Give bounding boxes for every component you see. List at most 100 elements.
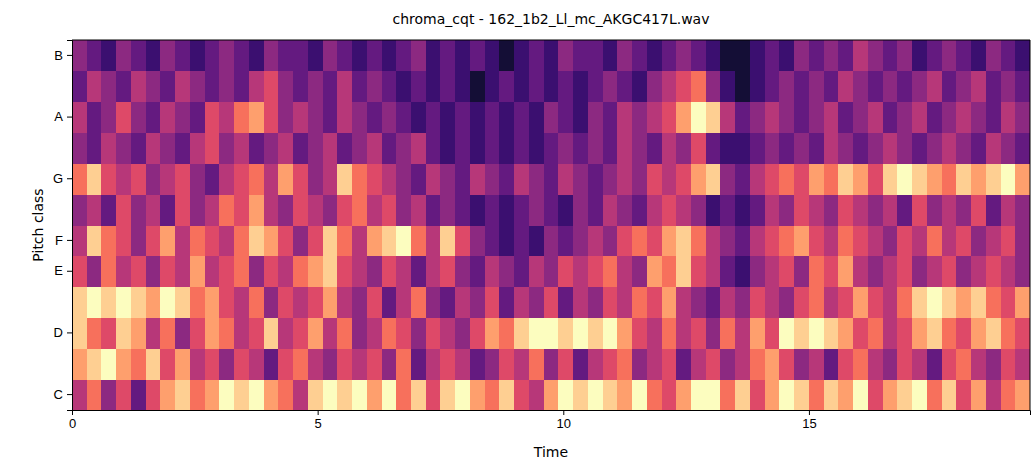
cell — [691, 40, 706, 71]
cell — [603, 71, 618, 102]
cell — [293, 318, 308, 349]
cell — [986, 348, 1001, 379]
cell — [72, 194, 87, 225]
cell — [1001, 287, 1016, 318]
cell — [87, 287, 102, 318]
cell — [853, 379, 868, 410]
cell — [883, 71, 898, 102]
cell — [676, 71, 691, 102]
cell — [868, 256, 883, 287]
cell — [293, 256, 308, 287]
cell — [632, 225, 647, 256]
cell — [647, 194, 662, 225]
y-axis-line — [67, 41, 73, 411]
cell — [514, 163, 529, 194]
cell — [175, 71, 190, 102]
cell — [676, 318, 691, 349]
cell — [323, 163, 338, 194]
cell — [234, 40, 249, 71]
cell — [455, 379, 470, 410]
cell — [720, 163, 735, 194]
cell — [396, 379, 411, 410]
cell — [382, 194, 397, 225]
cell — [868, 71, 883, 102]
cell — [986, 40, 1001, 71]
cell — [809, 40, 824, 71]
cell — [588, 163, 603, 194]
cell — [367, 225, 382, 256]
cell — [396, 163, 411, 194]
cell — [234, 256, 249, 287]
cell — [986, 256, 1001, 287]
cell — [278, 225, 293, 256]
cell — [72, 379, 87, 410]
cell — [720, 102, 735, 133]
cell — [131, 379, 146, 410]
cell — [794, 40, 809, 71]
cell — [735, 194, 750, 225]
cell — [971, 71, 986, 102]
cell — [219, 163, 234, 194]
cell — [603, 225, 618, 256]
cell — [735, 133, 750, 164]
cell — [323, 379, 338, 410]
y-tick-mark — [67, 332, 72, 333]
cell — [440, 102, 455, 133]
cell — [1015, 40, 1030, 71]
frame — [72, 40, 1030, 41]
cell — [308, 40, 323, 71]
cell — [352, 379, 367, 410]
cell — [514, 256, 529, 287]
cell — [146, 348, 161, 379]
cell — [853, 225, 868, 256]
cell — [1015, 133, 1030, 164]
cell — [264, 71, 279, 102]
cell — [116, 133, 131, 164]
cell — [632, 379, 647, 410]
cell — [824, 256, 839, 287]
cell — [116, 71, 131, 102]
cell — [824, 163, 839, 194]
cell — [499, 379, 514, 410]
cell — [824, 40, 839, 71]
cell — [1001, 225, 1016, 256]
cell — [662, 379, 677, 410]
cell — [544, 71, 559, 102]
cell — [1001, 318, 1016, 349]
cell — [396, 102, 411, 133]
cell — [455, 40, 470, 71]
cell — [440, 40, 455, 71]
cell — [676, 256, 691, 287]
cell — [470, 318, 485, 349]
cell — [603, 287, 618, 318]
cell — [485, 102, 500, 133]
cell — [219, 348, 234, 379]
cell — [897, 102, 912, 133]
y-tick-mark — [67, 240, 72, 241]
cell — [72, 133, 87, 164]
cell — [87, 348, 102, 379]
cell — [809, 256, 824, 287]
cell — [337, 348, 352, 379]
cell — [308, 379, 323, 410]
cell — [529, 348, 544, 379]
cell — [617, 287, 632, 318]
cell — [234, 225, 249, 256]
cell — [588, 348, 603, 379]
cell — [382, 348, 397, 379]
cell — [573, 163, 588, 194]
cell — [426, 256, 441, 287]
cell — [455, 256, 470, 287]
cell — [603, 256, 618, 287]
cell — [278, 163, 293, 194]
cell — [470, 348, 485, 379]
cell — [219, 102, 234, 133]
cell — [249, 163, 264, 194]
cell — [573, 348, 588, 379]
cell — [426, 348, 441, 379]
cell — [499, 256, 514, 287]
cell — [249, 379, 264, 410]
y-tick-mark — [67, 178, 72, 179]
cell — [912, 348, 927, 379]
cell — [956, 348, 971, 379]
